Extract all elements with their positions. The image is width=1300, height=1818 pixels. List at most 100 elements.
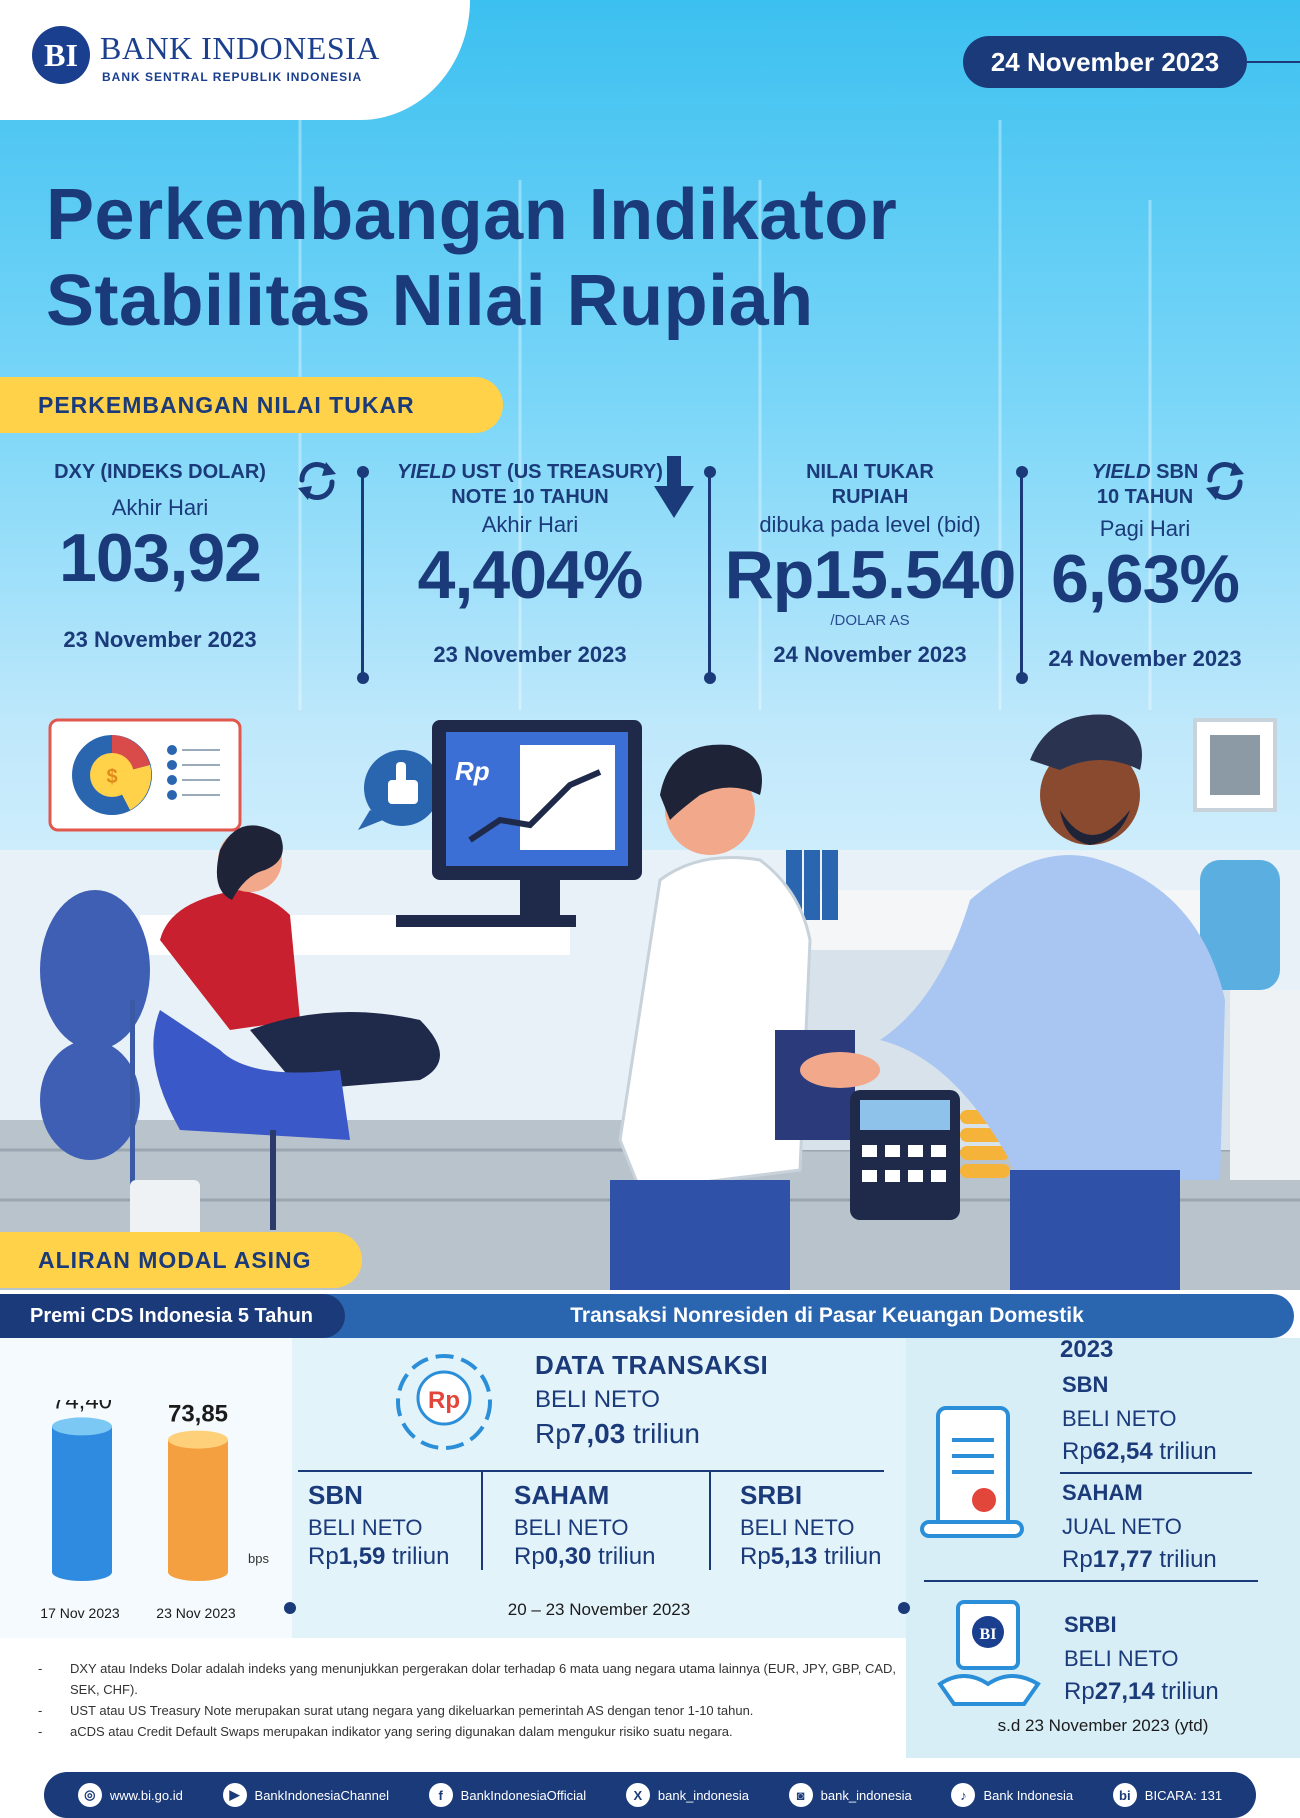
- handshake-badge-icon: BI: [937, 1600, 1041, 1706]
- indicator-title: YIELD SBN: [1091, 461, 1199, 483]
- cds-unit: bps: [248, 1551, 269, 1566]
- transaction-panel: [292, 1338, 906, 1638]
- background-windows: [298, 120, 1152, 710]
- indicator-subtitle: dibuka pada level (bid): [759, 512, 981, 537]
- arrow-down-icon: [654, 456, 694, 518]
- trx-item-srbi: SRBI BELI NETO Rp5,13 triliun: [740, 1480, 882, 1570]
- divider-line: [1020, 474, 1023, 674]
- indicator-value: 6,63%: [1051, 541, 1240, 617]
- office-illustration: $ Rp: [0, 714, 1300, 1290]
- x-icon: X: [625, 1783, 650, 1807]
- indicator-dxy: DXY (INDEKS DOLAR) Akhir Hari 103,92 23 …: [30, 460, 290, 653]
- divider-dot: [284, 1602, 296, 1614]
- date-rule: [1247, 61, 1300, 63]
- indicator-title-2: NOTE 10 TAHUN: [451, 486, 609, 508]
- refresh-icon: [298, 461, 336, 501]
- divider-dot: [357, 672, 369, 684]
- globe-icon: ◎: [77, 1783, 102, 1807]
- cds-title: Premi CDS Indonesia 5 Tahun: [30, 1304, 314, 1327]
- indicator-unit: /DOLAR AS: [830, 612, 910, 629]
- indicator-date: 23 November 2023: [433, 642, 627, 667]
- cds-bar: [168, 1430, 228, 1581]
- footer-bicara-link[interactable]: bi BICARA: 131: [1112, 1783, 1222, 1807]
- cds-value-label: 74,40: [52, 1400, 112, 1414]
- monitor-label: Rp: [455, 756, 490, 786]
- divider-line: [1060, 1472, 1252, 1474]
- title-line-2: Stabilitas Nilai Rupiah: [46, 261, 814, 341]
- ytd-item-srbi: SRBI BELI NETO Rp27,14 triliun: [1064, 1612, 1219, 1705]
- cds-value-label: 73,85: [168, 1401, 228, 1428]
- indicator-title: DXY (INDEKS DOLAR): [54, 461, 266, 483]
- transaction-period: 20 – 23 November 2023: [507, 1600, 691, 1619]
- document-icon: [920, 1406, 1024, 1538]
- refresh-icon: [1206, 461, 1244, 501]
- ytd-period: s.d 23 November 2023 (ytd): [997, 1716, 1209, 1735]
- indicator-subtitle: Akhir Hari: [481, 512, 579, 537]
- footer-youtube-link[interactable]: ▶ BankIndonesiaChannel: [222, 1783, 389, 1807]
- cds-bar: [52, 1417, 112, 1581]
- badge-label: BI: [980, 1626, 997, 1643]
- divider-dot: [1016, 672, 1028, 684]
- divider-dot: [704, 466, 716, 478]
- logo-subtitle: BANK SENTRAL REPUBLIK INDONESIA: [102, 70, 363, 84]
- title-line-1: Perkembangan Indikator: [46, 175, 898, 255]
- indicator-unit: [30, 595, 290, 613]
- rp-icon-label: Rp: [428, 1387, 460, 1414]
- transaction-title: Transaksi Nonresiden di Pasar Keuangan D…: [570, 1304, 1084, 1327]
- footnote: UST atau US Treasury Note merupakan sura…: [38, 1700, 898, 1721]
- section-capital-band: ALIRAN MODAL ASING: [0, 1232, 362, 1288]
- cds-header: Premi CDS Indonesia 5 Tahun: [0, 1294, 345, 1338]
- section-exchange-band: PERKEMBANGAN NILAI TUKAR: [0, 377, 503, 433]
- indicator-date: 23 November 2023: [63, 627, 257, 652]
- footer-tiktok-link[interactable]: ♪ Bank Indonesia: [951, 1783, 1073, 1807]
- ytd-year: 2023: [1060, 1336, 1114, 1363]
- cds-panel: [0, 1338, 292, 1638]
- indicator-ust: YIELD UST (US TREASURY) NOTE 10 TAHUN Ak…: [375, 460, 685, 668]
- date-badge: 24 November 2023: [963, 36, 1247, 88]
- cds-chart: 74,40 17 Nov 2023 73,85 23 Nov 2023: [40, 1400, 236, 1621]
- indicator-date: 24 November 2023: [773, 642, 967, 667]
- divider-line: [924, 1580, 1258, 1582]
- divider-line: [481, 1470, 483, 1570]
- divider-dot: [898, 1602, 910, 1614]
- indicator-rupiah: NILAI TUKAR RUPIAH dibuka pada level (bi…: [715, 460, 1025, 668]
- indicator-subtitle: Pagi Hari: [1099, 516, 1191, 541]
- indicator-title-2: RUPIAH: [831, 486, 909, 508]
- indicator-value: 4,404%: [417, 537, 644, 613]
- indicator-title: NILAI TUKAR: [806, 461, 934, 483]
- facebook-icon: f: [428, 1783, 453, 1807]
- divider-dot: [704, 672, 716, 684]
- divider-dot: [357, 466, 369, 478]
- divider-line: [298, 1470, 884, 1472]
- footnote: DXY atau Indeks Dolar adalah indeks yang…: [38, 1658, 898, 1700]
- footer-facebook-link[interactable]: f BankIndonesiaOfficial: [428, 1783, 586, 1807]
- footer-instagram-link[interactable]: ◙ bank_indonesia: [788, 1783, 912, 1807]
- indicator-unit: [375, 612, 685, 630]
- logo-name: BANK INDONESIA: [100, 30, 380, 66]
- transaction-header: Transaksi Nonresiden di Pasar Keuangan D…: [300, 1294, 1294, 1338]
- footnote: aCDS atau Credit Default Swaps merupakan…: [38, 1721, 898, 1742]
- divider-line: [708, 474, 711, 674]
- data-transaksi-action: BELI NETO: [535, 1386, 660, 1413]
- indicator-title-2: 10 TAHUN: [1096, 486, 1194, 508]
- indicator-subtitle: Akhir Hari: [111, 495, 209, 520]
- rp-cycle-icon: Rp: [396, 1354, 492, 1450]
- bicara-icon: bi: [1112, 1783, 1137, 1807]
- section-exchange-label: PERKEMBANGAN NILAI TUKAR: [38, 391, 415, 418]
- indicator-unit: [1030, 616, 1260, 634]
- cds-date-label: 23 Nov 2023: [156, 1605, 236, 1621]
- instagram-icon: ◙: [788, 1783, 813, 1807]
- data-transaksi-title: DATA TRANSAKSI: [535, 1350, 769, 1380]
- footer-website-link[interactable]: ◎ www.bi.go.id: [77, 1783, 183, 1807]
- tiktok-icon: ♪: [951, 1783, 976, 1807]
- section-capital-label: ALIRAN MODAL ASING: [38, 1246, 312, 1273]
- divider-line: [361, 474, 364, 674]
- ytd-item-sbn: SBN BELI NETO Rp62,54 triliun: [1062, 1372, 1217, 1465]
- footnotes: DXY atau Indeks Dolar adalah indeks yang…: [38, 1658, 898, 1742]
- page-title: Perkembangan Indikator Stabilitas Nilai …: [46, 172, 897, 344]
- trx-item-sbn: SBN BELI NETO Rp1,59 triliun: [308, 1480, 450, 1570]
- indicator-date: 24 November 2023: [1048, 646, 1242, 671]
- cds-date-label: 17 Nov 2023: [40, 1605, 120, 1621]
